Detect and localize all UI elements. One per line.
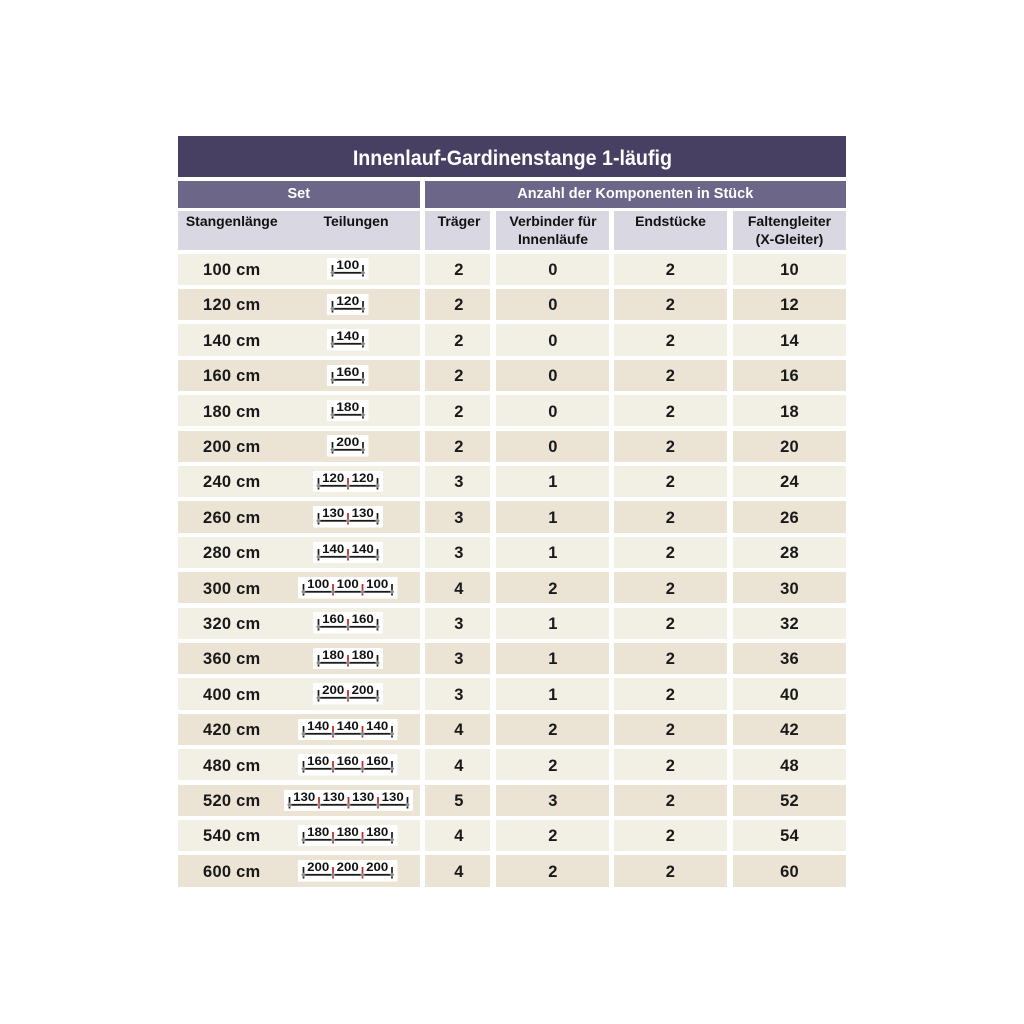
svg-text:160: 160 [352, 614, 374, 626]
svg-text:140: 140 [337, 720, 359, 732]
svg-text:160: 160 [307, 756, 329, 768]
svg-text:160: 160 [322, 614, 344, 626]
svg-text:180: 180 [366, 827, 388, 839]
svg-text:200: 200 [337, 862, 359, 874]
svg-text:160: 160 [337, 756, 359, 768]
svg-text:130: 130 [352, 508, 374, 520]
svg-text:120: 120 [322, 473, 344, 485]
svg-text:130: 130 [352, 791, 374, 803]
svg-text:100: 100 [337, 579, 359, 591]
svg-text:160: 160 [366, 756, 388, 768]
svg-text:120: 120 [337, 296, 360, 308]
svg-text:130: 130 [381, 791, 403, 803]
svg-text:200: 200 [307, 862, 329, 874]
svg-text:180: 180 [337, 827, 359, 839]
svg-text:180: 180 [337, 402, 360, 414]
svg-text:200: 200 [337, 437, 360, 449]
svg-text:120: 120 [352, 473, 374, 485]
svg-text:200: 200 [366, 862, 388, 874]
svg-text:100: 100 [307, 579, 329, 591]
svg-text:160: 160 [337, 366, 360, 378]
svg-text:180: 180 [307, 827, 329, 839]
svg-text:140: 140 [307, 720, 329, 732]
svg-text:200: 200 [322, 685, 344, 697]
svg-text:140: 140 [352, 543, 374, 555]
svg-text:180: 180 [322, 650, 344, 662]
svg-text:140: 140 [322, 543, 344, 555]
svg-text:140: 140 [366, 720, 388, 732]
svg-text:130: 130 [322, 791, 344, 803]
svg-text:130: 130 [322, 508, 344, 520]
svg-text:180: 180 [352, 650, 374, 662]
svg-text:100: 100 [366, 579, 388, 591]
svg-text:140: 140 [337, 331, 360, 343]
svg-text:200: 200 [352, 685, 374, 697]
svg-text:130: 130 [293, 791, 315, 803]
svg-text:100: 100 [337, 260, 360, 272]
